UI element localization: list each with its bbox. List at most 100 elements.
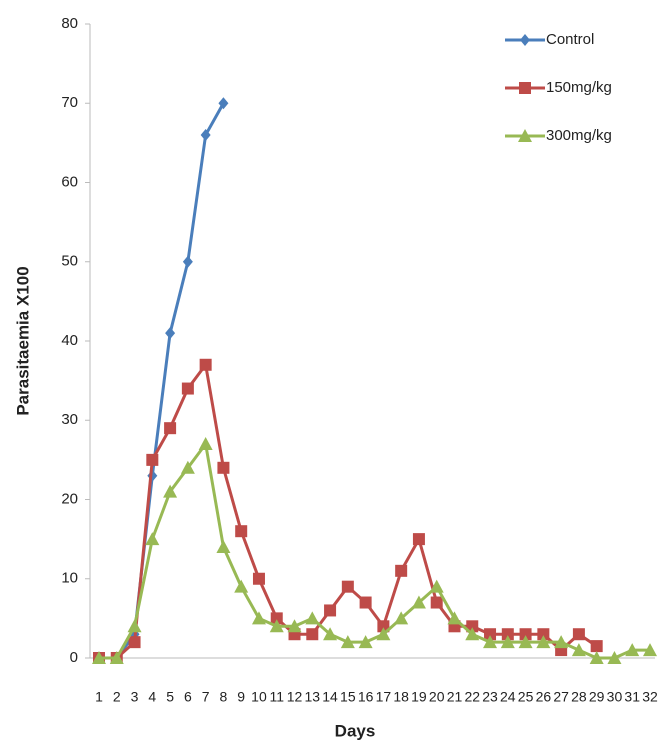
marker [571,643,586,657]
marker [270,612,283,625]
x-tick-label: 32 [642,689,658,705]
x-tick-label: 8 [220,689,228,705]
legend-label: 300mg/kg [546,127,612,144]
marker [447,611,462,625]
y-tick-label: 80 [61,15,78,32]
x-axis-title: Days [335,721,376,740]
marker [163,484,178,498]
x-tick-label: 17 [376,689,392,705]
y-tick-label: 70 [61,94,78,111]
marker [324,604,337,617]
x-tick-label: 3 [131,689,139,705]
marker [109,651,124,664]
marker [145,532,160,546]
marker [180,460,195,474]
legend-label: Control [546,31,594,48]
marker [217,461,230,474]
marker [590,640,603,653]
marker [216,540,231,554]
x-tick-label: 5 [166,689,174,705]
marker [340,635,355,649]
marker [465,627,480,641]
marker [146,453,159,466]
marker [501,628,514,641]
marker [536,635,551,649]
x-tick-label: 11 [269,689,284,705]
marker [287,619,302,633]
legend-marker [518,129,532,142]
marker [519,628,532,641]
marker [500,635,515,649]
y-tick-label: 0 [70,649,78,666]
x-tick-label: 18 [393,689,409,705]
x-tick-label: 4 [148,689,156,705]
marker [218,97,229,110]
y-tick-label: 20 [61,490,78,507]
marker [127,619,142,633]
marker [200,128,211,141]
marker [269,619,284,633]
marker [181,382,194,395]
x-tick-label: 14 [322,689,338,705]
legend-label: 150mg/kg [546,79,612,96]
marker [92,651,106,664]
marker [182,255,193,268]
marker [198,437,213,451]
x-tick-label: 13 [305,689,321,705]
x-tick-label: 25 [518,689,534,705]
marker [358,635,373,649]
x-tick-label: 12 [287,689,303,705]
marker [377,620,390,633]
marker [323,627,338,641]
x-tick-label: 31 [624,689,640,705]
y-tick-label: 10 [61,570,78,587]
marker [411,595,426,609]
marker [341,580,354,593]
x-tick-label: 24 [500,689,516,705]
marker [376,627,391,641]
legend-marker [520,34,530,46]
marker [466,620,479,633]
x-tick-label: 15 [340,689,356,705]
series-line [99,361,598,660]
x-tick-label: 6 [184,689,192,705]
y-tick-label: 60 [61,173,78,190]
x-tick-label: 28 [571,689,587,705]
series-line [99,102,225,660]
marker [395,564,408,577]
marker [643,643,657,657]
marker [518,635,533,649]
marker [252,572,265,585]
marker [164,422,177,435]
marker [199,358,212,371]
marker [484,628,497,641]
legend-marker [519,82,531,94]
y-tick-label: 50 [61,253,78,270]
x-tick-label: 22 [464,689,480,705]
marker [165,327,176,340]
marker [234,579,249,593]
x-tick-label: 10 [251,689,267,705]
x-tick-label: 26 [536,689,552,705]
x-tick-label: 21 [447,689,463,705]
y-axis-title: Parasitaemia X100 [13,266,32,415]
x-tick-label: 1 [95,689,103,705]
marker [394,611,409,625]
marker [625,643,640,657]
marker [359,596,372,609]
marker [607,651,622,664]
marker [128,636,141,649]
marker [251,611,266,625]
y-tick-label: 30 [61,411,78,428]
x-tick-label: 7 [202,689,210,705]
marker [412,533,425,546]
marker [572,628,585,641]
series-line [99,440,650,660]
x-tick-label: 9 [237,689,245,705]
marker [306,628,319,641]
x-tick-label: 23 [482,689,498,705]
x-tick-label: 2 [113,689,121,705]
x-tick-label: 20 [429,689,445,705]
x-tick-label: 27 [553,689,569,705]
